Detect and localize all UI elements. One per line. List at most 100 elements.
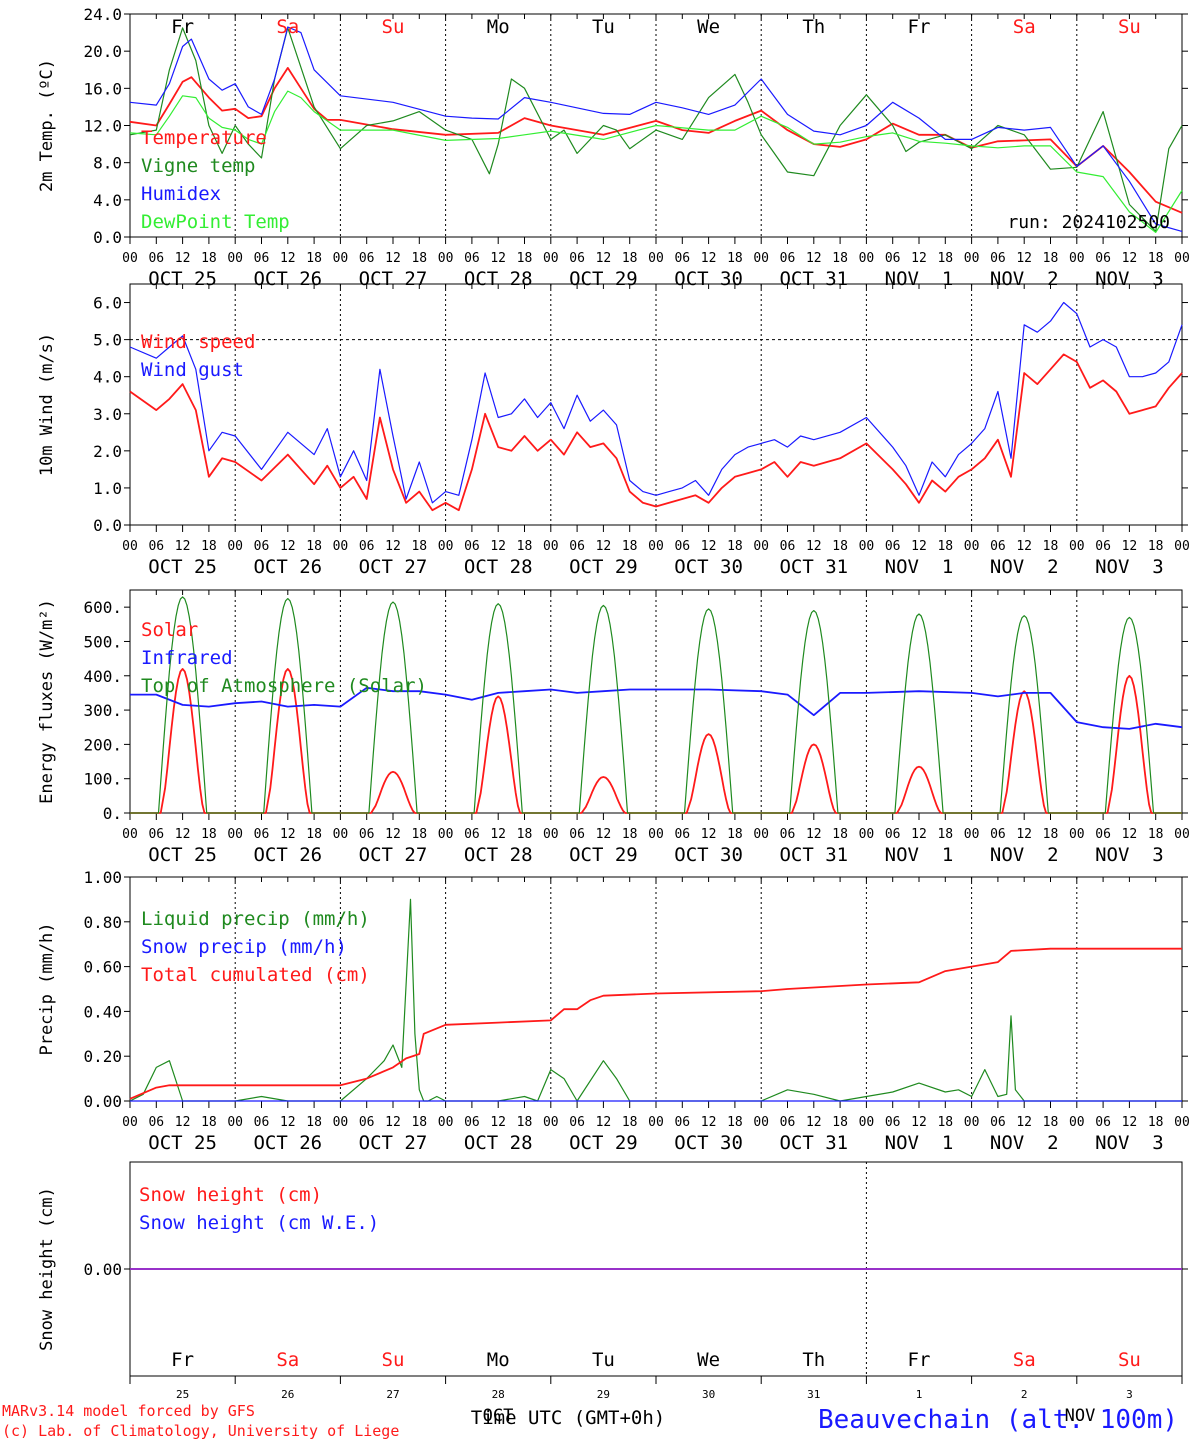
date-label: OCT 28: [464, 844, 533, 866]
y-tick-label: 1.0: [93, 479, 122, 498]
weekday-label: Th: [802, 16, 825, 38]
hour-tick-label: 06: [254, 827, 270, 842]
hour-tick-label: 06: [780, 251, 796, 266]
hour-tick-label: 18: [1043, 827, 1059, 842]
weekday-label: Sa: [276, 16, 299, 38]
legend-entry: Wind speed: [141, 331, 255, 353]
hour-tick-label: 00: [648, 1115, 664, 1130]
y-tick-label: 200.: [83, 735, 122, 754]
day-number-label: 2: [1021, 1388, 1028, 1401]
hour-tick-label: 06: [359, 539, 375, 554]
y-tick-label: 0.: [103, 804, 122, 823]
hour-tick-label: 18: [306, 1115, 322, 1130]
date-label: OCT 30: [674, 844, 743, 866]
y-axis-label: Snow height (cm): [37, 1187, 57, 1351]
hour-tick-label: 12: [701, 251, 717, 266]
hour-tick-label: 00: [333, 827, 349, 842]
date-label: OCT 27: [359, 844, 428, 866]
hour-tick-label: 12: [280, 539, 296, 554]
hour-tick-label: 00: [122, 827, 138, 842]
hour-tick-label: 18: [832, 539, 848, 554]
hour-tick-label: 00: [859, 251, 875, 266]
hour-tick-label: 18: [1043, 251, 1059, 266]
hour-tick-label: 00: [543, 251, 559, 266]
hour-tick-label: 12: [280, 827, 296, 842]
hour-tick-label: 12: [175, 1115, 191, 1130]
weekday-label: Fr: [908, 1349, 931, 1371]
hour-tick-label: 00: [543, 539, 559, 554]
hour-tick-label: 18: [411, 827, 427, 842]
hour-tick-label: 18: [306, 827, 322, 842]
hour-tick-label: 18: [727, 539, 743, 554]
legend-entry: Top of Atmosphere (Solar): [141, 675, 427, 697]
date-label: NOV 1: [885, 844, 954, 866]
day-number-label: 27: [386, 1388, 399, 1401]
day-number-label: 25: [176, 1388, 189, 1401]
hour-tick-label: 00: [964, 539, 980, 554]
hour-tick-label: 18: [727, 1115, 743, 1130]
series-line-top-of-atmosphere-solar-: [130, 596, 1182, 814]
series-line-wind-speed: [129, 353, 1183, 512]
y-tick-label: 4.0: [93, 368, 122, 387]
hour-tick-label: 06: [359, 827, 375, 842]
hour-tick-label: 18: [1148, 827, 1164, 842]
hour-tick-label: 00: [227, 827, 243, 842]
hour-tick-label: 00: [1069, 251, 1085, 266]
date-label: OCT 30: [674, 1132, 743, 1154]
weekday-label: We: [697, 16, 720, 38]
hour-tick-label: 00: [543, 1115, 559, 1130]
hour-tick-label: 12: [596, 1115, 612, 1130]
legend-entry: Snow precip (mm/h): [141, 936, 347, 958]
y-axis-label: Precip (mm/h): [37, 922, 57, 1055]
y-tick-label: 5.0: [93, 331, 122, 350]
date-label: NOV 3: [1095, 556, 1164, 578]
hour-tick-label: 06: [464, 251, 480, 266]
hour-tick-label: 12: [1122, 1115, 1138, 1130]
y-tick-label: 0.0: [93, 228, 122, 247]
hour-tick-label: 06: [569, 827, 585, 842]
date-label: NOV 3: [1095, 844, 1164, 866]
y-tick-label: 0.20: [83, 1047, 122, 1066]
hour-tick-label: 00: [333, 539, 349, 554]
hour-tick-label: 06: [1095, 251, 1111, 266]
y-tick-label: 0.40: [83, 1002, 122, 1021]
hour-tick-label: 12: [385, 539, 401, 554]
hour-tick-label: 00: [648, 539, 664, 554]
weekday-label: Fr: [908, 16, 931, 38]
date-label: OCT 26: [253, 1132, 322, 1154]
hour-tick-label: 18: [306, 251, 322, 266]
hour-tick-label: 00: [227, 251, 243, 266]
hour-tick-label: 12: [175, 539, 191, 554]
panel-snow: 0.00 Snow height (cm) Snow height (cm) Snow…: [37, 1161, 1188, 1401]
hour-tick-label: 06: [569, 251, 585, 266]
hour-tick-label: 06: [359, 1115, 375, 1130]
hour-tick-label: 06: [148, 251, 164, 266]
hour-tick-label: 18: [727, 251, 743, 266]
hour-tick-label: 18: [937, 539, 953, 554]
hour-tick-label: 06: [569, 1115, 585, 1130]
day-number-label: 28: [492, 1388, 505, 1401]
lab-credit: (c) Lab. of Climatology, University of L…: [2, 1422, 399, 1440]
hour-tick-label: 00: [122, 1115, 138, 1130]
weekday-label: Su: [1118, 16, 1141, 38]
hour-tick-label: 06: [674, 1115, 690, 1130]
hour-tick-label: 06: [1095, 1115, 1111, 1130]
weekday-label: Mo: [487, 16, 510, 38]
hour-tick-label: 18: [832, 827, 848, 842]
hour-tick-label: 18: [517, 1115, 533, 1130]
legend-entry: Total cumulated (cm): [141, 964, 370, 986]
hour-tick-label: 06: [990, 827, 1006, 842]
hour-tick-label: 18: [1043, 1115, 1059, 1130]
y-tick-label: 100.: [83, 770, 122, 789]
legend-entry: Humidex: [141, 183, 221, 205]
y-axis-label: 10m Wind (m/s): [37, 333, 57, 476]
hour-tick-label: 06: [885, 827, 901, 842]
hour-tick-label: 12: [911, 1115, 927, 1130]
hour-tick-label: 12: [806, 539, 822, 554]
y-tick-label: 4.0: [93, 191, 122, 210]
hour-tick-label: 06: [885, 1115, 901, 1130]
date-label: NOV 1: [885, 1132, 954, 1154]
legend-entry: Infrared: [141, 647, 233, 669]
hour-tick-label: 12: [490, 539, 506, 554]
hour-tick-label: 12: [1016, 1115, 1032, 1130]
